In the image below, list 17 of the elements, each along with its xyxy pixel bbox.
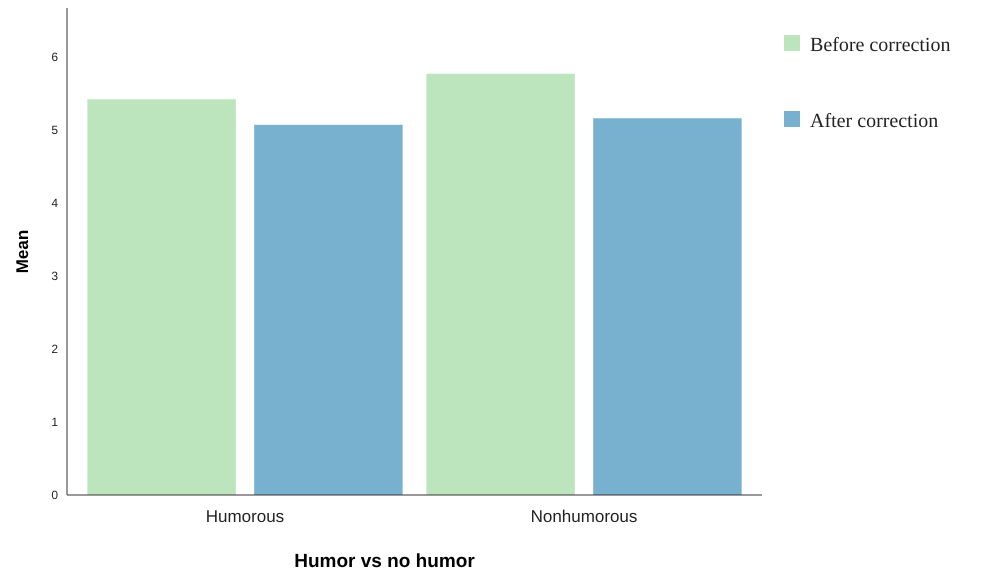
x-tick-label: Humorous: [206, 507, 284, 526]
y-tick-label: 1: [51, 415, 58, 430]
bar: [87, 99, 236, 495]
y-tick-label: 6: [51, 50, 58, 64]
y-tick-label: 4: [51, 196, 58, 210]
bar: [593, 118, 742, 495]
y-axis-title: Mean: [13, 230, 32, 274]
y-tick-label: 5: [51, 123, 58, 138]
y-tick-label: 0: [51, 488, 58, 502]
x-axis-title: Humor vs no humor: [294, 551, 476, 572]
y-tick-label: 3: [51, 269, 58, 284]
legend-label: Before correction: [810, 34, 950, 56]
y-tick-label: 2: [51, 342, 58, 356]
bar: [254, 124, 403, 495]
bar: [426, 74, 575, 495]
x-tick-label: Nonhumorous: [530, 507, 638, 526]
legend-label: After correction: [810, 110, 938, 132]
